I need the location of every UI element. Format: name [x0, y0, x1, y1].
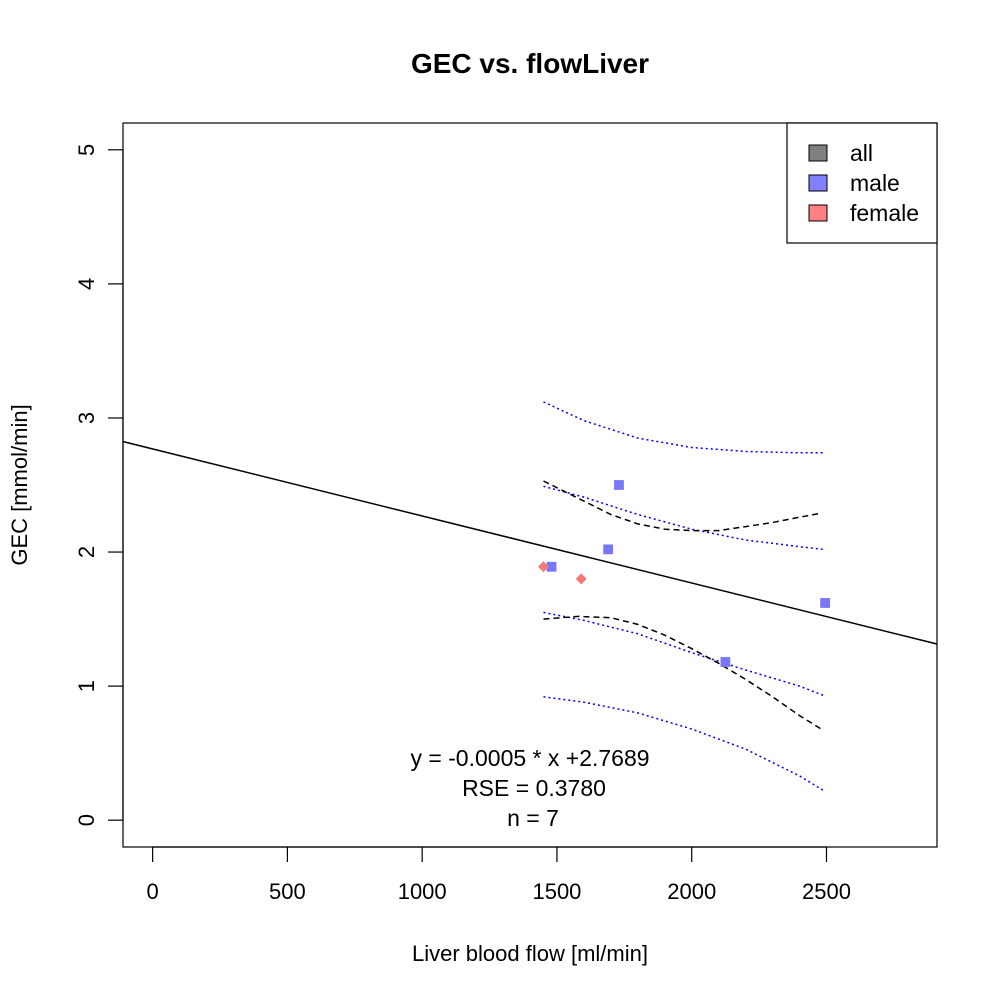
male-point	[603, 544, 614, 555]
y-tick-label: 0	[74, 814, 99, 826]
regression-n: n = 7	[507, 805, 559, 831]
legend-label-male: male	[850, 170, 900, 196]
female-point	[537, 561, 549, 573]
regression-rse: RSE = 0.3780	[462, 775, 606, 801]
y-tick-label: 3	[74, 412, 99, 424]
x-axis: 0 500 1000 1500 2000 2500	[147, 846, 851, 904]
x-tick-label: 2000	[667, 879, 716, 904]
y-axis-label: GEC [mmol/min]	[7, 404, 32, 565]
y-tick-label: 1	[74, 680, 99, 692]
confidence-band-lower	[543, 615, 822, 730]
legend-label-female: female	[850, 200, 919, 226]
x-tick-label: 0	[147, 879, 159, 904]
legend-swatch-all	[808, 144, 828, 162]
y-tick-label: 4	[74, 278, 99, 290]
male-point	[820, 598, 831, 608]
legend-swatch-male	[808, 174, 828, 192]
x-tick-label: 500	[269, 879, 306, 904]
female-point	[575, 573, 587, 585]
regression-annotations: y = -0.0005 * x +2.7689 RSE = 0.3780 n =…	[410, 745, 649, 831]
legend-swatch-female	[808, 204, 828, 222]
x-tick-label: 1500	[532, 879, 581, 904]
prediction-band-outer-upper	[543, 401, 824, 454]
data-points	[537, 480, 831, 667]
male-point	[614, 480, 624, 490]
male-point	[720, 657, 731, 667]
confidence-band-upper	[543, 480, 822, 532]
y-tick-label: 5	[74, 144, 99, 156]
prediction-band-inner-upper	[543, 485, 824, 551]
regression-line	[122, 440, 938, 645]
legend-label-all: all	[850, 140, 873, 166]
x-axis-label: Liver blood flow [ml/min]	[412, 941, 648, 966]
band-lines	[543, 401, 825, 792]
y-tick-label: 2	[74, 546, 99, 558]
x-tick-label: 1000	[398, 879, 447, 904]
regression-equation: y = -0.0005 * x +2.7689	[410, 745, 649, 771]
x-tick-label: 2500	[802, 879, 851, 904]
prediction-band-inner-lower	[543, 611, 825, 697]
legend: all male female	[786, 122, 938, 244]
chart-title: GEC vs. flowLiver	[411, 48, 649, 79]
prediction-band-outer-lower	[543, 696, 825, 792]
y-axis: 0 1 2 3 4 5	[74, 144, 124, 826]
regression-line-group	[122, 440, 938, 645]
